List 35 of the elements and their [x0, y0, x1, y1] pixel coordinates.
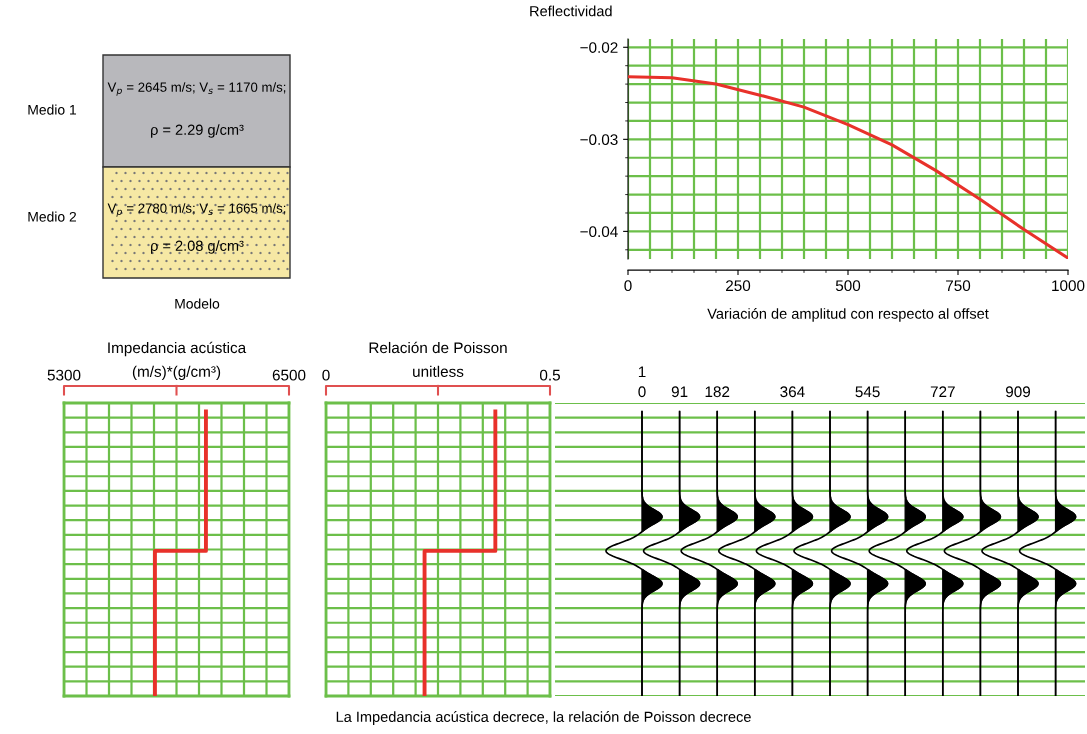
text: Medio 2	[28, 211, 77, 222]
x-tick-label: 250	[726, 280, 751, 292]
text: V$_{p}$ = 2645 m/s; V$_{s}$ = 1170 m/s;	[107, 82, 286, 96]
text: ρ = 2.29 g/cm³	[151, 124, 244, 138]
x-axis-title: unitless	[413, 365, 464, 377]
text: Modelo	[175, 298, 220, 309]
y-tick-label: −0.02	[580, 42, 618, 53]
y-tick-label: −0.04	[580, 226, 618, 238]
text: 182	[705, 386, 730, 398]
x-axis-title: Variación de amplitud con respecto al offset	[707, 307, 989, 322]
x-tick-label: 1000	[1052, 280, 1085, 292]
text: 727	[930, 386, 955, 397]
x-tick-label: 0.5	[539, 369, 560, 381]
text: Medio 1	[28, 104, 77, 115]
x-tick-label: 0	[322, 369, 330, 381]
text: 0	[638, 386, 646, 398]
text: 1	[638, 366, 646, 378]
chart-title: Impedancia acústica	[108, 341, 247, 357]
text: 545	[855, 386, 880, 398]
text: V$_{p}$ = 2780 m/s; V$_{s}$ = 1665 m/s;	[107, 203, 286, 217]
line-series	[628, 75, 1068, 259]
text: 909	[1005, 386, 1031, 398]
x-tick-label: 0	[624, 280, 632, 292]
y-tick-label: −0.03	[580, 134, 618, 146]
x-axis-title: (m/s)*(g/cm³)	[132, 365, 221, 380]
text: La Impedancia acústica decrece, la relación de Poisson decrece	[336, 711, 751, 725]
text: 91	[671, 386, 688, 398]
x-tick-label: 500	[835, 280, 861, 292]
x-tick-label: 5300	[47, 369, 81, 381]
x-tick-label: 750	[946, 280, 971, 292]
chart-title: Relación de Poisson	[369, 341, 507, 354]
text: ρ = 2.08 g/cm³	[151, 240, 244, 254]
y-axis-title: Reflectividad	[530, 5, 612, 17]
x-tick-label: 6500	[272, 369, 306, 381]
text: 364	[780, 386, 805, 398]
